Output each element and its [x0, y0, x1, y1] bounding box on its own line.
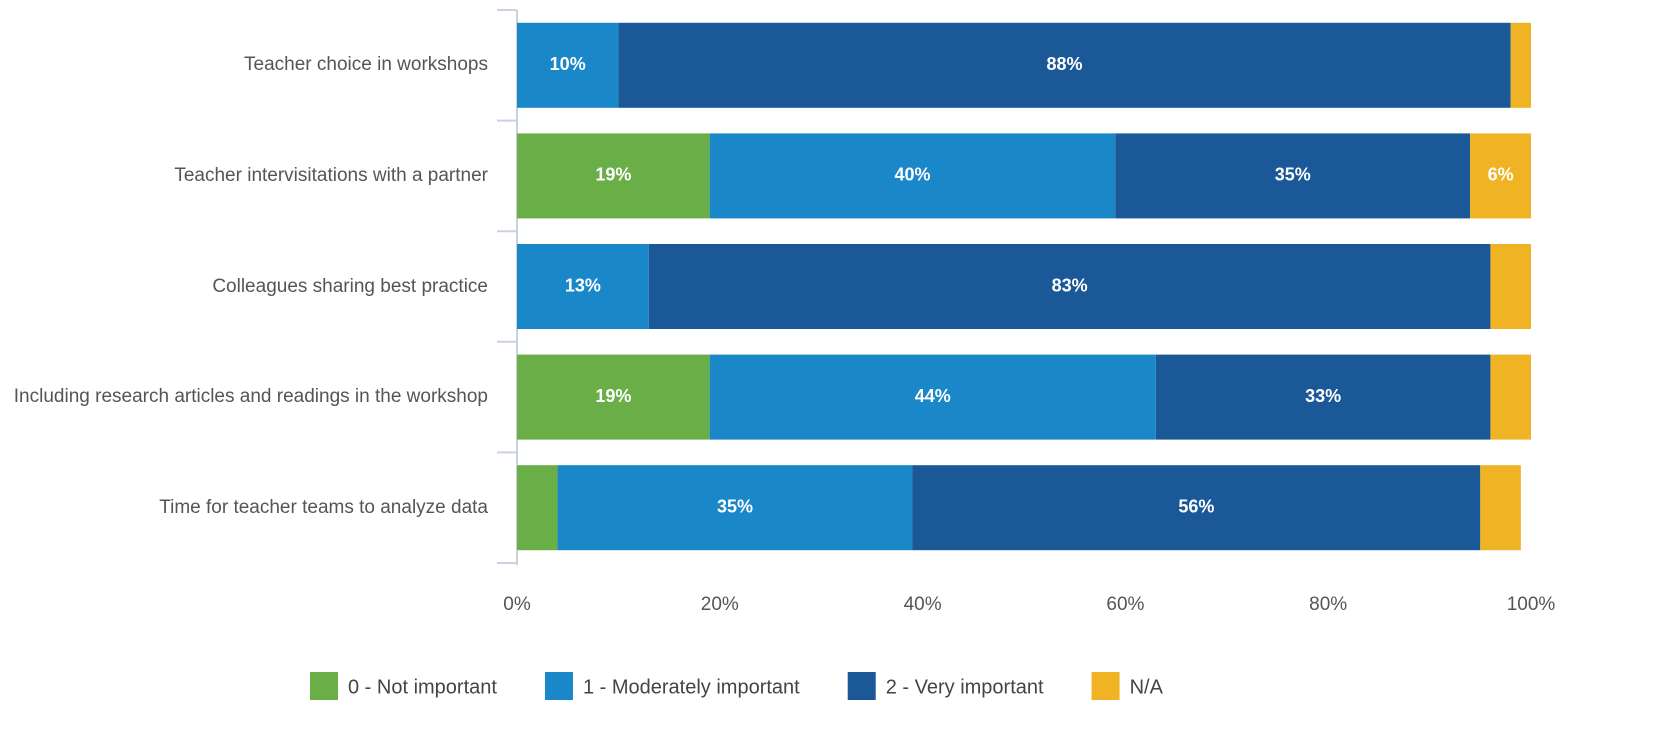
- bar-segment: [648, 244, 1491, 329]
- data-label: 19%: [595, 165, 631, 185]
- category-label: Time for teacher teams to analyze data: [159, 496, 488, 518]
- x-tick-label: 0%: [503, 594, 531, 615]
- bar-segment: [912, 465, 1481, 551]
- data-label: 35%: [1275, 165, 1311, 185]
- data-label: 13%: [565, 275, 601, 295]
- legend-swatch: [310, 672, 338, 700]
- bar-segment: [1155, 354, 1491, 440]
- data-label: 44%: [915, 386, 951, 406]
- legend-swatch: [1091, 672, 1120, 700]
- legend-swatch: [847, 672, 876, 700]
- legend-swatch: [544, 672, 573, 700]
- data-label: 35%: [717, 496, 753, 516]
- bar-segment: [517, 465, 558, 551]
- bar-segment: [709, 354, 1156, 440]
- data-label: 6%: [1488, 165, 1514, 185]
- legend-label: 0 - Not important: [348, 676, 497, 698]
- data-label: 10%: [550, 54, 586, 74]
- legend-label: 2 - Very important: [886, 676, 1044, 698]
- category-label: Teacher intervisitations with a partner: [174, 164, 488, 186]
- bar-segment: [1480, 465, 1521, 551]
- bar-segment: [517, 133, 710, 219]
- category-label: Including research articles and readings…: [13, 386, 488, 408]
- bar-segment: [1115, 133, 1471, 219]
- legend-label: 1 - Moderately important: [583, 676, 800, 698]
- legend-label: N/A: [1130, 676, 1164, 698]
- bar-segment: [517, 354, 710, 440]
- bar-segment: [1490, 244, 1531, 329]
- x-tick-label: 20%: [701, 594, 739, 615]
- bar-segment: [1510, 22, 1531, 108]
- x-tick-label: 100%: [1507, 594, 1556, 615]
- category-label: Teacher choice in workshops: [244, 54, 488, 76]
- bar-segment: [1490, 354, 1531, 440]
- data-label: 40%: [894, 165, 930, 185]
- x-tick-label: 40%: [904, 594, 942, 615]
- bar-segment: [618, 22, 1511, 108]
- data-label: 83%: [1052, 275, 1088, 295]
- bar-segment: [517, 22, 619, 108]
- bar-segment: [1470, 133, 1531, 219]
- bar-segment: [709, 133, 1116, 219]
- x-tick-label: 80%: [1309, 594, 1347, 615]
- data-label: 19%: [595, 386, 631, 406]
- x-tick-label: 60%: [1106, 594, 1144, 615]
- bar-segment: [517, 244, 649, 329]
- data-label: 88%: [1047, 54, 1083, 74]
- category-label: Colleagues sharing best practice: [212, 275, 488, 297]
- data-label: 56%: [1178, 496, 1214, 516]
- data-label: 33%: [1305, 386, 1341, 406]
- bar-segment: [557, 465, 913, 551]
